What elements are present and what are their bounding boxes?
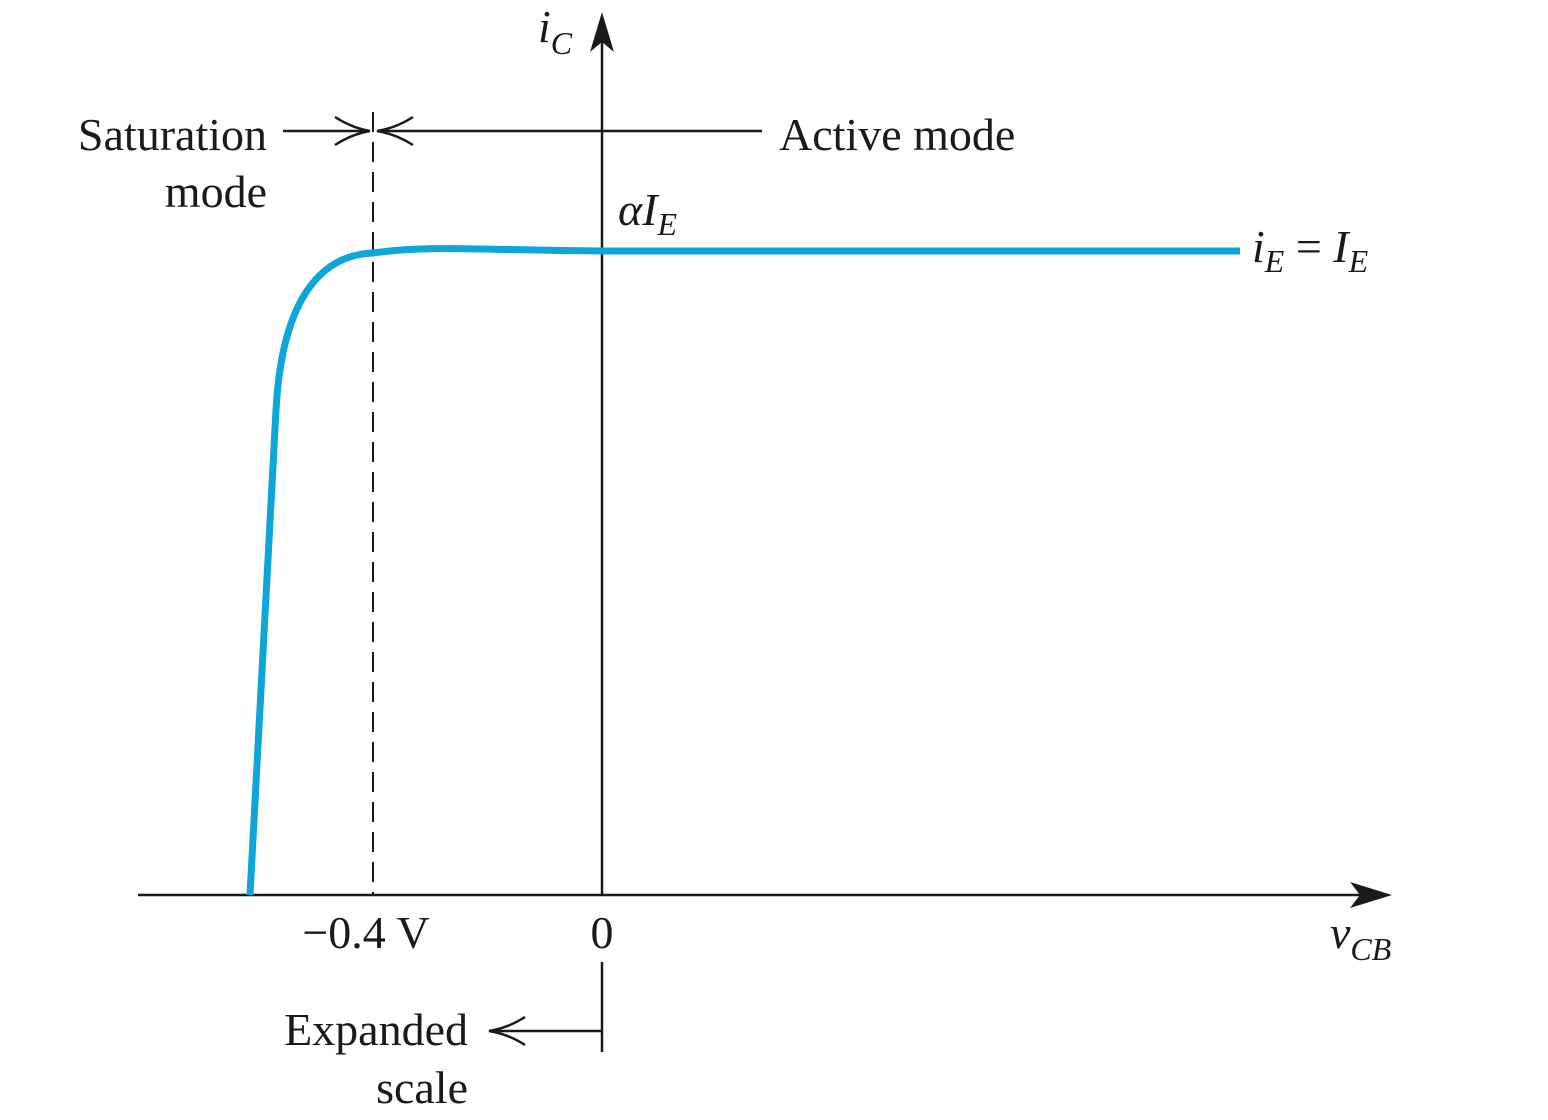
expanded-scale-arrowhead <box>488 1015 526 1047</box>
tick-label-neg-0-4v: −0.4 V <box>302 907 429 958</box>
y-axis-arrowhead <box>590 12 614 52</box>
tick-label-zero: 0 <box>591 907 614 958</box>
expanded-scale-label-line2: scale <box>376 1062 468 1113</box>
y-axis-label: iC <box>538 1 573 61</box>
expanded-scale-label-line1: Expanded <box>284 1004 468 1055</box>
saturation-arrowhead <box>334 115 371 147</box>
ic-vcb-curve <box>246 245 1240 896</box>
curve-condition-label: iE = IE <box>1252 221 1369 279</box>
active-arrowhead <box>376 115 414 147</box>
x-axis-label: vCB <box>1330 907 1391 967</box>
alpha-ie-label: αIE <box>618 184 677 242</box>
saturation-mode-label-line2: mode <box>165 166 267 217</box>
saturation-mode-label-line1: Saturation <box>78 109 267 160</box>
active-mode-label: Active mode <box>779 109 1015 160</box>
x-axis-arrowhead <box>1350 882 1392 908</box>
